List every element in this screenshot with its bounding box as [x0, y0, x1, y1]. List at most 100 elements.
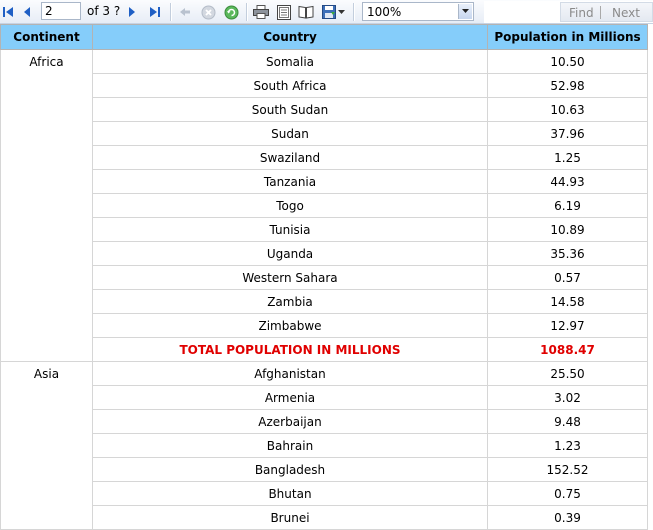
stop-icon: [201, 5, 215, 19]
table-row: Bangladesh 152.52: [1, 457, 648, 482]
toolbar-separator: [353, 3, 355, 21]
continent-cell-africa: Africa: [0, 49, 93, 362]
print-layout-button[interactable]: [297, 2, 315, 22]
country-cell: Bangladesh: [92, 457, 488, 482]
country-cell: Uganda: [92, 241, 488, 266]
country-cell: South Africa: [92, 73, 488, 98]
save-disk-icon: [321, 5, 336, 19]
country-cell: Sudan: [92, 121, 488, 146]
find-area: Find Next: [484, 1, 653, 23]
country-cell: Somalia: [92, 49, 488, 74]
next-page-icon: [129, 7, 135, 17]
population-cell: 9.48: [487, 409, 648, 434]
country-cell: Togo: [92, 193, 488, 218]
zoom-dropdown-button[interactable]: [458, 4, 472, 19]
header-continent: Continent: [0, 24, 93, 50]
population-cell: 3.02: [487, 385, 648, 410]
zoom-value: 100%: [367, 5, 402, 19]
table-row: Asia Afghanistan 25.50: [0, 361, 648, 530]
next-link[interactable]: Next: [612, 6, 640, 20]
refresh-button[interactable]: [222, 2, 240, 22]
last-page-button[interactable]: [146, 2, 164, 22]
toolbar-separator: [170, 3, 172, 21]
first-page-icon: [3, 7, 13, 17]
page-number-input[interactable]: [41, 2, 81, 20]
country-cell: Afghanistan: [92, 361, 488, 386]
printer-icon: [253, 5, 269, 19]
table-row: Bhutan 0.75: [1, 481, 648, 506]
previous-page-button[interactable]: [19, 2, 35, 22]
export-button[interactable]: [319, 2, 347, 22]
refresh-icon: [224, 5, 238, 19]
print-button[interactable]: [252, 2, 270, 22]
population-cell: 10.89: [487, 217, 648, 242]
population-cell: 44.93: [487, 169, 648, 194]
country-cell: Tunisia: [92, 217, 488, 242]
stop-button[interactable]: [199, 2, 217, 22]
country-cell: Zambia: [92, 289, 488, 314]
population-cell: 1.25: [487, 145, 648, 170]
table-row: South Africa 52.98: [1, 73, 648, 98]
population-cell: 35.36: [487, 241, 648, 266]
table-row: Africa Somalia 10.50: [0, 49, 648, 362]
table-row: Western Sahara 0.57: [1, 265, 648, 290]
page-count-label: of 3 ?: [87, 4, 121, 18]
country-cell: Bhutan: [92, 481, 488, 506]
continent-cell-asia: Asia: [0, 361, 93, 530]
population-cell: 0.57: [487, 265, 648, 290]
back-button[interactable]: [177, 2, 193, 22]
table-row: Azerbaijan 9.48: [1, 409, 648, 434]
table-row: Brunei 0.39: [1, 505, 648, 530]
country-cell: Brunei: [92, 505, 488, 530]
next-page-button[interactable]: [124, 2, 140, 22]
page-setup-button[interactable]: [275, 2, 293, 22]
country-cell: Swaziland: [92, 145, 488, 170]
page-layout-icon: [277, 4, 291, 20]
table-row: Sudan 37.96: [1, 121, 648, 146]
table-header-row: Continent Country Population in Millions: [0, 24, 648, 50]
table-row: Tanzania 44.93: [1, 169, 648, 194]
report-viewer-toolbar: of 3 ? 100% Find Next: [0, 0, 653, 24]
population-cell: 52.98: [487, 73, 648, 98]
country-cell: Tanzania: [92, 169, 488, 194]
table-row: Zambia 14.58: [1, 289, 648, 314]
population-cell: 6.19: [487, 193, 648, 218]
country-cell: Western Sahara: [92, 265, 488, 290]
chevron-down-icon: [337, 9, 345, 14]
table-row: Armenia 3.02: [1, 385, 648, 410]
previous-page-icon: [24, 7, 30, 17]
total-row: TOTAL POPULATION IN MILLIONS 1088.47: [1, 337, 648, 362]
back-arrow-icon: [180, 8, 190, 16]
table-row: Swaziland 1.25: [1, 145, 648, 170]
table-row: South Sudan 10.63: [1, 97, 648, 122]
header-population: Population in Millions: [487, 24, 648, 50]
find-toolbar: Find Next: [560, 2, 653, 22]
population-cell: 37.96: [487, 121, 648, 146]
zoom-select[interactable]: 100%: [362, 2, 474, 21]
toolbar-separator: [246, 3, 248, 21]
table-row: Togo 6.19: [1, 193, 648, 218]
country-cell: South Sudan: [92, 97, 488, 122]
total-value: 1088.47: [487, 337, 648, 362]
find-separator: [600, 6, 601, 19]
country-cell: Zimbabwe: [92, 313, 488, 338]
report-body: Continent Country Population in Millions…: [0, 24, 648, 530]
chevron-down-icon: [462, 9, 469, 13]
total-label: TOTAL POPULATION IN MILLIONS: [92, 337, 488, 362]
population-table: Continent Country Population in Millions…: [0, 24, 648, 530]
find-link[interactable]: Find: [569, 6, 594, 20]
country-cell: Armenia: [92, 385, 488, 410]
header-country: Country: [92, 24, 488, 50]
population-cell: 10.50: [487, 49, 648, 74]
table-row: Tunisia 10.89: [1, 217, 648, 242]
population-cell: 1.23: [487, 433, 648, 458]
country-cell: Azerbaijan: [92, 409, 488, 434]
table-row: Bahrain 1.23: [1, 433, 648, 458]
population-cell: 0.75: [487, 481, 648, 506]
country-cell: Bahrain: [92, 433, 488, 458]
table-row: Uganda 35.36: [1, 241, 648, 266]
last-page-icon: [150, 7, 160, 17]
population-cell: 25.50: [487, 361, 648, 386]
book-icon: [298, 5, 314, 19]
first-page-button[interactable]: [0, 2, 16, 22]
